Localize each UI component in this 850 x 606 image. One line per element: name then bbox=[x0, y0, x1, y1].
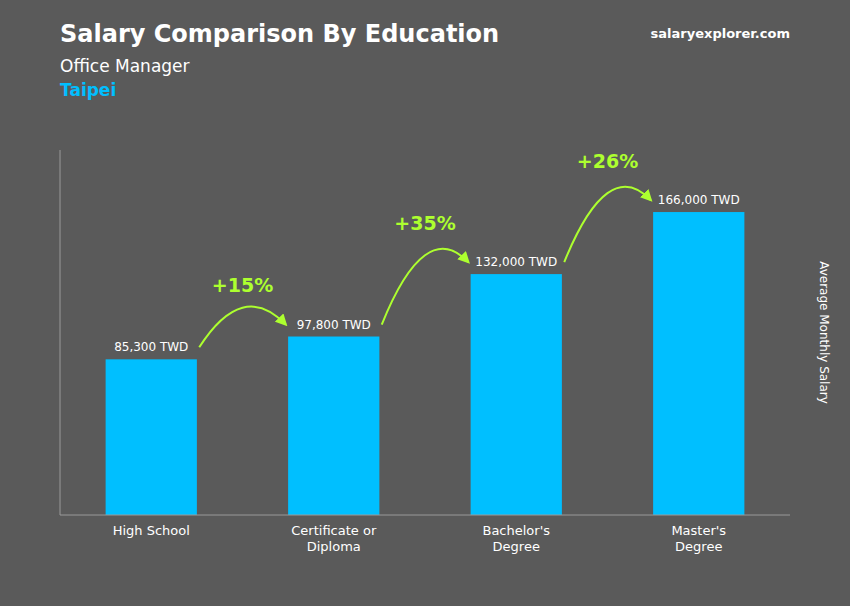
data-label: 97,800 TWD bbox=[297, 318, 371, 332]
data-label: 132,000 TWD bbox=[475, 255, 557, 269]
x-tick-label-line: Bachelor's bbox=[482, 523, 550, 538]
annotations: +15% +35% +26% bbox=[199, 150, 651, 348]
annotation-arrow bbox=[564, 187, 651, 262]
annotation: +35% bbox=[394, 212, 455, 234]
chart-container: Salary Comparison By Education Office Man… bbox=[0, 0, 850, 606]
subtitle: Taipei bbox=[60, 80, 116, 100]
title: Salary Comparison By Education bbox=[60, 20, 499, 48]
chart-svg: Salary Comparison By Education Office Man… bbox=[0, 0, 850, 606]
bars bbox=[106, 212, 745, 515]
annotation-arrow bbox=[382, 249, 469, 325]
annotation-arrow bbox=[199, 307, 286, 348]
x-tick-label-line: Degree bbox=[675, 539, 722, 554]
x-tick-label-line: Degree bbox=[493, 539, 540, 554]
annotation: +26% bbox=[577, 150, 638, 172]
bar bbox=[106, 359, 197, 515]
x-tick-label-line: Certificate or bbox=[291, 523, 377, 538]
x-tick-label-line: High School bbox=[113, 523, 190, 538]
x-tick-label-line: Diploma bbox=[307, 539, 361, 554]
x-tick-label: High School bbox=[113, 523, 190, 538]
y-axis-line bbox=[60, 150, 61, 515]
x-tick-label: Bachelor'sDegree bbox=[482, 523, 550, 554]
bar bbox=[288, 337, 379, 515]
x-tick-label-line: Master's bbox=[671, 523, 726, 538]
source: salaryexplorer.com bbox=[651, 26, 790, 41]
background bbox=[0, 0, 850, 606]
y-axis-label: Average Monthly Salary bbox=[817, 261, 831, 404]
x-axis-line bbox=[60, 515, 790, 516]
data-label: 85,300 TWD bbox=[114, 340, 188, 354]
bar bbox=[653, 212, 744, 515]
subtitle: Office Manager bbox=[60, 56, 190, 76]
data-label: 166,000 TWD bbox=[658, 193, 740, 207]
x-tick-label: Certificate orDiploma bbox=[291, 523, 377, 554]
x-tick-label: Master'sDegree bbox=[671, 523, 726, 554]
bar bbox=[471, 274, 562, 515]
annotation: +15% bbox=[212, 274, 273, 296]
